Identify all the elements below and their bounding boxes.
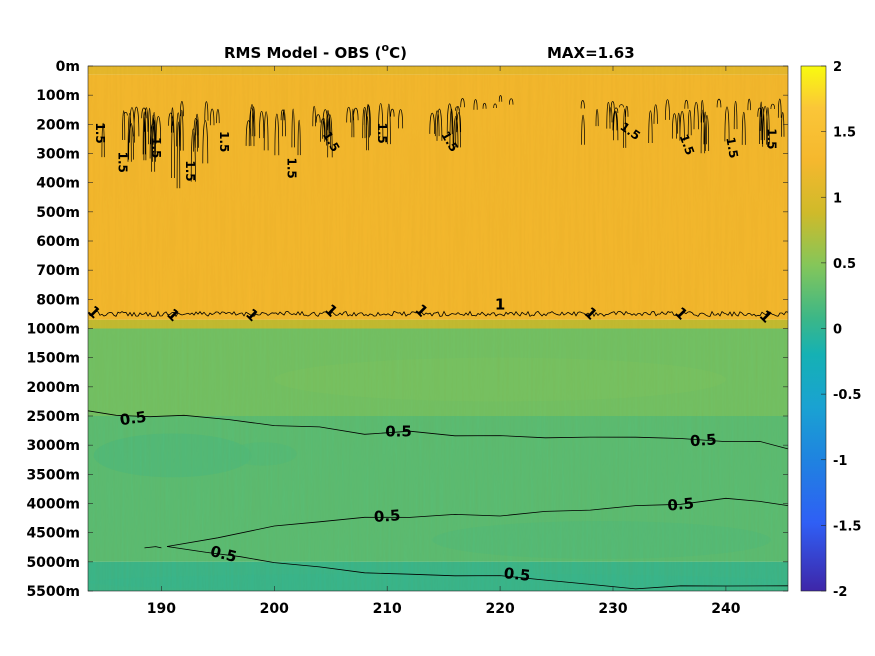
y-tick-label: 4500m: [26, 526, 80, 542]
y-tick-label: 300m: [36, 147, 80, 163]
x-tick-label: 240: [711, 601, 740, 617]
field-texture: [88, 66, 788, 591]
y-tick-label: 2500m: [26, 409, 80, 425]
contour-0.5-3: [144, 546, 162, 549]
contour-1.5-cluster-4: [580, 98, 785, 154]
y-tick-label: 1000m: [26, 322, 80, 338]
contour-label: 1.5: [217, 131, 231, 152]
contour-label: 0.5: [667, 494, 695, 514]
y-tick-label: 2000m: [26, 380, 80, 396]
x-tick-label: 190: [147, 601, 176, 617]
contour-lines: [88, 410, 788, 590]
plot-area: 0.50.5 0.50.50.50.50.51 1 1 1 1 1 1 1 11.51.51.51…: [84, 65, 789, 592]
y-tick-label: 4000m: [26, 497, 80, 513]
colorbar-tick-label: 2: [833, 60, 842, 75]
y-tick-label: 0m: [56, 59, 80, 75]
y-tick-label: 600m: [36, 234, 80, 250]
y-tick-label: 800m: [36, 292, 80, 308]
colorbar-ticks: 2 1.5 1 0.5 0 -0.5 -1 -1.5 -2: [821, 60, 861, 600]
x-tick-label: 230: [598, 601, 627, 617]
colorbar-tick-label: -1: [833, 454, 847, 469]
contour-label: 0.5: [373, 506, 401, 526]
colorbar-tick-label: 0.5: [833, 257, 856, 272]
contour-label: 1.5: [677, 132, 697, 157]
contour-label: 1: [495, 296, 505, 314]
contour-label: 1.5: [285, 157, 299, 178]
y-tick-label: 3500m: [26, 467, 80, 483]
contour-label: 1.5: [115, 152, 129, 173]
contour-label: 0.5: [385, 423, 412, 441]
contour-0.5-2: [166, 546, 788, 590]
y-axis: 0m 100m 200m 300m 400m 500m 600m 700m 800m 1000m 1…: [26, 59, 788, 600]
y-tick-label: 100m: [36, 88, 80, 104]
colorbar-tick-label: -1.5: [833, 519, 861, 534]
noisy-contours: [88, 95, 788, 318]
y-tick-label: 5500m: [26, 584, 80, 600]
y-tick-label: 500m: [36, 205, 80, 221]
colorbar-tick-label: 1.5: [833, 126, 856, 141]
colorbar: 2 1.5 1 0.5 0 -0.5 -1 -1.5 -2: [800, 60, 861, 600]
colorbar-tick-label: -2: [833, 585, 847, 600]
x-tick-label: 210: [373, 601, 402, 617]
contour-label: 0.5: [119, 408, 148, 430]
contour-0.5-0: [88, 410, 788, 450]
x-axis: 190 200 210 220 230 240: [147, 66, 741, 617]
title-max: MAX=1.63: [547, 44, 635, 62]
contour-label: 1.5: [375, 123, 389, 144]
y-tick-label: 400m: [36, 176, 80, 192]
x-tick-label: 220: [485, 601, 514, 617]
contour-1.5-cluster-2: [346, 98, 465, 151]
contour-label: 1.5: [765, 128, 779, 149]
contour-label: 0.5: [209, 542, 239, 566]
contour-label: 0.5: [689, 430, 717, 450]
title-left: RMS Model - OBS (oC): [224, 41, 407, 62]
contour-label: 1.5: [183, 160, 197, 181]
y-tick-label: 1500m: [26, 351, 80, 367]
contour-1-jagged: [88, 310, 788, 318]
contour-label: 1.5: [93, 122, 107, 143]
y-tick-label: 200m: [36, 117, 80, 133]
colorbar-tick-label: 1: [833, 191, 842, 206]
contour-0.5-1: [166, 497, 788, 547]
contour-label: 0.5: [503, 564, 531, 585]
x-tick-label: 200: [260, 601, 289, 617]
colorbar-tick-label: -0.5: [833, 388, 861, 403]
y-tick-label: 700m: [36, 263, 80, 279]
contour-label: 1.5: [149, 137, 163, 158]
y-tick-label: 3000m: [26, 438, 80, 454]
y-tick-label: 5000m: [26, 555, 80, 571]
chart-title: RMS Model - OBS (oC) MAX=1.63: [224, 41, 635, 62]
contour-1.5-cluster-3: [473, 95, 514, 110]
colorbar-tick-label: 0: [833, 323, 842, 338]
contour-label: 1.5: [723, 136, 740, 159]
